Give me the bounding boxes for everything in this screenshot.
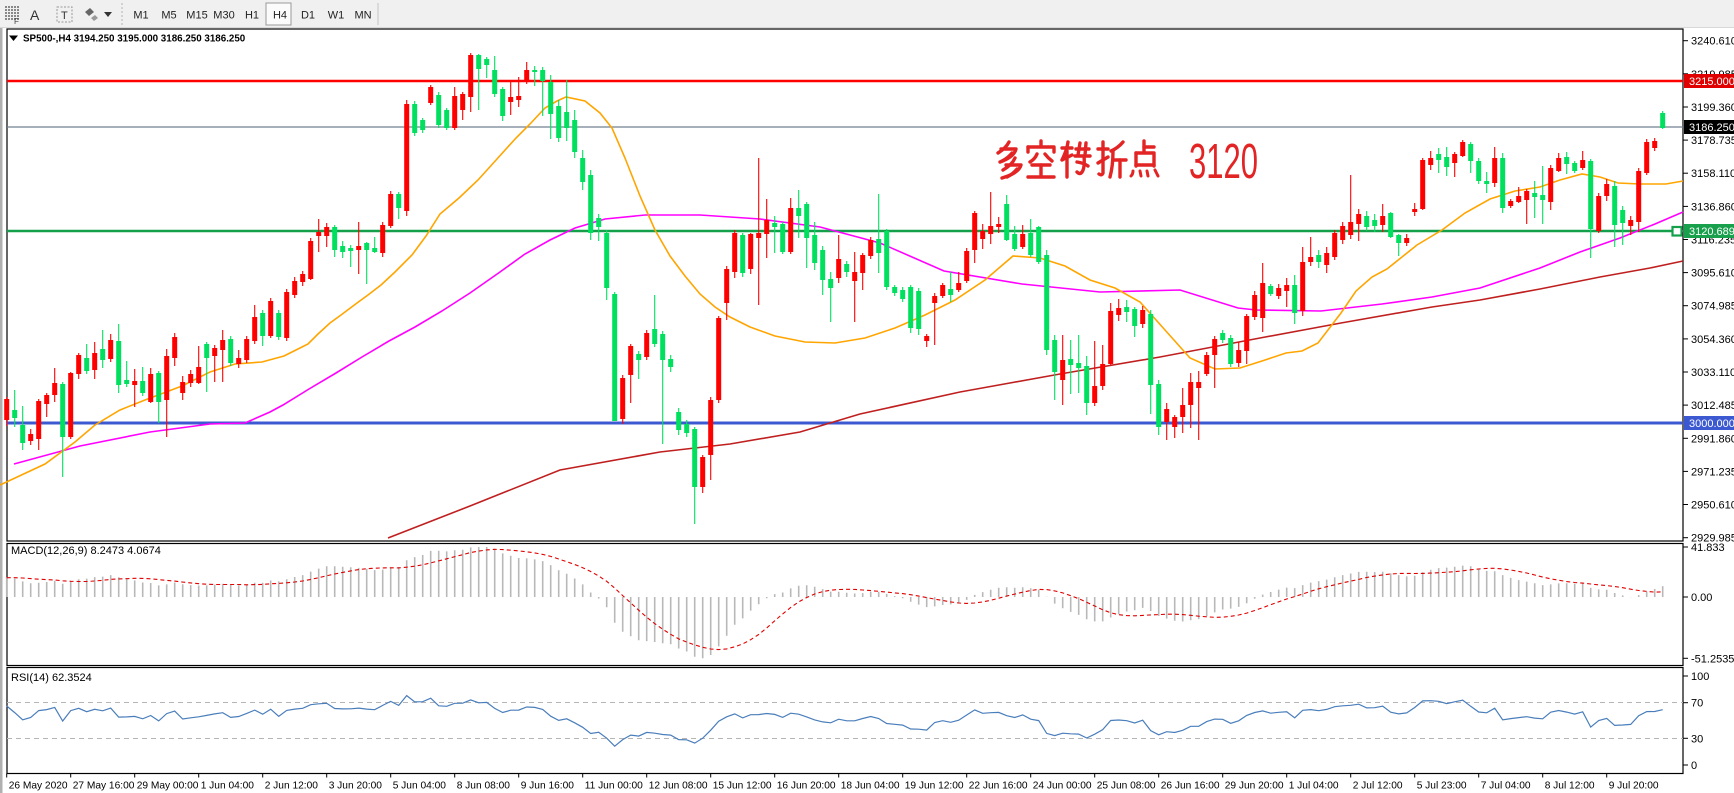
svg-text:3120.689: 3120.689 (1689, 226, 1734, 238)
svg-text:27 May 16:00: 27 May 16:00 (73, 781, 135, 792)
svg-text:29 Jun 20:00: 29 Jun 20:00 (1225, 781, 1284, 792)
svg-text:A: A (30, 7, 40, 23)
svg-text:3120: 3120 (1189, 135, 1258, 189)
svg-text:M5: M5 (161, 10, 176, 22)
svg-text:16 Jun 20:00: 16 Jun 20:00 (777, 781, 836, 792)
svg-text:5 Jun 04:00: 5 Jun 04:00 (393, 781, 447, 792)
svg-text:3240.610: 3240.610 (1691, 36, 1734, 48)
svg-text:MACD(12,26,9) 8.2473 4.0674: MACD(12,26,9) 8.2473 4.0674 (11, 545, 161, 557)
svg-text:1 Jun 04:00: 1 Jun 04:00 (201, 781, 255, 792)
svg-text:12 Jun 08:00: 12 Jun 08:00 (649, 781, 708, 792)
svg-text:11 Jun 00:00: 11 Jun 00:00 (585, 781, 643, 792)
svg-text:2991.860: 2991.860 (1691, 433, 1734, 445)
svg-text:19 Jun 12:00: 19 Jun 12:00 (905, 781, 964, 792)
svg-text:SP500-,H4 3194.250 3195.000 3: SP500-,H4 3194.250 3195.000 3186.250 318… (23, 34, 246, 45)
svg-text:8 Jun 08:00: 8 Jun 08:00 (457, 781, 511, 792)
svg-text:9 Jun 16:00: 9 Jun 16:00 (521, 781, 575, 792)
svg-text:3199.360: 3199.360 (1691, 102, 1734, 114)
svg-text:M1: M1 (133, 10, 148, 22)
svg-text:3033.110: 3033.110 (1691, 367, 1734, 379)
svg-text:3136.860: 3136.860 (1691, 201, 1734, 213)
svg-text:-51.2535: -51.2535 (1691, 653, 1734, 665)
svg-text:2929.985: 2929.985 (1691, 533, 1734, 545)
svg-text:0: 0 (1691, 760, 1697, 772)
svg-text:3215.000: 3215.000 (1689, 76, 1734, 88)
svg-text:7 Jul 04:00: 7 Jul 04:00 (1481, 781, 1531, 792)
svg-text:3000.000: 3000.000 (1689, 418, 1734, 430)
svg-text:H1: H1 (245, 10, 259, 22)
svg-text:MN: MN (354, 10, 371, 22)
svg-text:2 Jun 12:00: 2 Jun 12:00 (265, 781, 319, 792)
svg-text:22 Jun 16:00: 22 Jun 16:00 (969, 781, 1028, 792)
svg-text:26 May 2020: 26 May 2020 (9, 781, 68, 792)
svg-text:2950.610: 2950.610 (1691, 500, 1734, 512)
svg-text:0.00: 0.00 (1691, 592, 1712, 604)
svg-text:2971.235: 2971.235 (1691, 466, 1734, 478)
svg-text:W1: W1 (328, 10, 345, 22)
svg-text:8 Jul 12:00: 8 Jul 12:00 (1545, 781, 1595, 792)
svg-text:3095.610: 3095.610 (1691, 268, 1734, 280)
svg-text:15 Jun 12:00: 15 Jun 12:00 (713, 781, 772, 792)
svg-text:H4: H4 (273, 10, 287, 22)
svg-text:3186.250: 3186.250 (1689, 122, 1734, 134)
svg-text:41.833: 41.833 (1691, 542, 1725, 554)
svg-text:25 Jun 08:00: 25 Jun 08:00 (1097, 781, 1156, 792)
svg-text:100: 100 (1691, 671, 1709, 683)
svg-text:24 Jun 00:00: 24 Jun 00:00 (1033, 781, 1092, 792)
svg-text:D1: D1 (301, 10, 315, 22)
svg-text:26 Jun 16:00: 26 Jun 16:00 (1161, 781, 1220, 792)
svg-text:M30: M30 (213, 10, 234, 22)
svg-text:3158.110: 3158.110 (1691, 168, 1734, 180)
svg-text:T: T (61, 10, 68, 22)
svg-text:3012.485: 3012.485 (1691, 400, 1734, 412)
svg-text:70: 70 (1691, 698, 1703, 710)
svg-text:F: F (14, 17, 19, 26)
svg-text:1 Jul 04:00: 1 Jul 04:00 (1289, 781, 1339, 792)
svg-text:3 Jun 20:00: 3 Jun 20:00 (329, 781, 383, 792)
svg-text:30: 30 (1691, 733, 1703, 745)
svg-text:9 Jul 20:00: 9 Jul 20:00 (1609, 781, 1659, 792)
svg-text:3178.735: 3178.735 (1691, 135, 1734, 147)
svg-text:18 Jun 04:00: 18 Jun 04:00 (841, 781, 900, 792)
svg-text:5 Jul 23:00: 5 Jul 23:00 (1417, 781, 1467, 792)
svg-text:RSI(14) 62.3524: RSI(14) 62.3524 (11, 672, 92, 684)
svg-text:3054.360: 3054.360 (1691, 334, 1734, 346)
svg-text:2 Jul 12:00: 2 Jul 12:00 (1353, 781, 1403, 792)
svg-text:3074.985: 3074.985 (1691, 301, 1734, 313)
svg-text:M15: M15 (186, 10, 207, 22)
svg-text:29 May 00:00: 29 May 00:00 (137, 781, 199, 792)
